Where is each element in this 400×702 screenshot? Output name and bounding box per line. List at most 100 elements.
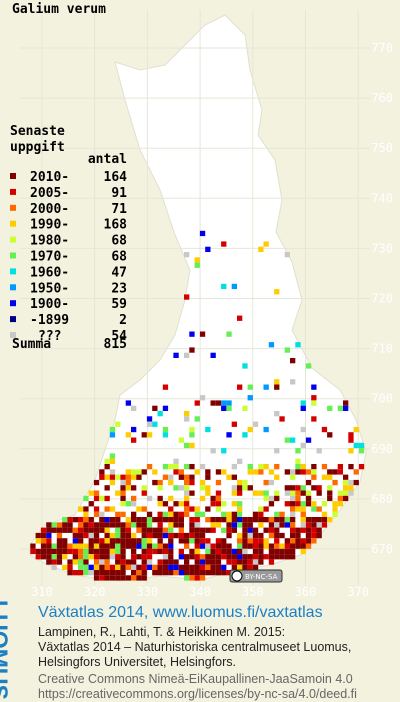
cell xyxy=(184,554,190,560)
badge-text: BY-NC-SA xyxy=(245,573,278,581)
legend-count: 54 xyxy=(111,329,127,344)
cell xyxy=(327,490,333,496)
cell xyxy=(120,564,126,570)
cell xyxy=(146,564,153,570)
cell xyxy=(93,559,100,565)
cell xyxy=(67,570,73,576)
cell xyxy=(194,554,200,560)
cell xyxy=(99,575,105,581)
cell xyxy=(279,548,285,555)
cell xyxy=(247,464,253,470)
legend-swatch xyxy=(10,204,16,211)
cell xyxy=(305,538,312,544)
legend-swatch xyxy=(10,220,16,227)
cell xyxy=(136,538,142,544)
cell xyxy=(221,501,227,507)
cell xyxy=(173,485,179,491)
legend-label: ??? xyxy=(38,329,61,344)
cell xyxy=(104,570,110,576)
cell xyxy=(337,501,343,507)
cell xyxy=(152,469,158,475)
cell xyxy=(247,395,253,401)
cell xyxy=(189,564,195,570)
legend-count: 68 xyxy=(111,250,127,265)
cell xyxy=(321,464,328,470)
cell xyxy=(221,527,227,533)
cell xyxy=(62,538,68,544)
cell xyxy=(321,501,328,507)
cell xyxy=(162,405,169,411)
cell xyxy=(40,538,47,544)
cell xyxy=(199,570,206,576)
cell xyxy=(56,532,63,539)
legend-heading: uppgift xyxy=(10,140,65,155)
cell xyxy=(337,464,343,470)
cell xyxy=(311,532,317,539)
cell xyxy=(78,532,84,539)
cell xyxy=(258,511,264,517)
legend-label: 2010- xyxy=(30,170,69,185)
cell xyxy=(141,506,147,512)
cell xyxy=(252,543,259,549)
cell xyxy=(99,474,105,480)
cell xyxy=(99,517,105,523)
cell xyxy=(358,448,365,454)
cell xyxy=(40,527,47,533)
cell xyxy=(221,283,227,290)
cell xyxy=(173,517,179,523)
legend-heading: Senaste xyxy=(10,124,65,139)
cell xyxy=(131,511,137,517)
cell xyxy=(258,246,264,252)
cell xyxy=(348,437,354,443)
cell xyxy=(83,554,89,560)
cell xyxy=(120,559,126,565)
cell xyxy=(178,485,184,491)
cell xyxy=(300,464,306,470)
cell xyxy=(300,538,306,544)
cell xyxy=(104,474,110,480)
cell xyxy=(46,548,52,555)
cell xyxy=(194,538,200,544)
legend-count: 68 xyxy=(111,234,127,249)
cell xyxy=(226,511,232,517)
cell xyxy=(300,400,306,406)
cell xyxy=(35,548,41,555)
cell xyxy=(189,442,195,449)
cell xyxy=(268,479,275,486)
cell xyxy=(72,554,78,560)
cell xyxy=(136,527,142,533)
cell xyxy=(67,548,73,555)
cell xyxy=(56,548,63,555)
cell xyxy=(189,331,195,337)
cell xyxy=(72,527,78,533)
cell xyxy=(115,517,121,523)
cell xyxy=(327,495,333,502)
cell xyxy=(146,421,153,427)
cell xyxy=(242,479,248,486)
cell xyxy=(62,564,68,570)
cell xyxy=(194,517,200,523)
cell xyxy=(300,543,306,549)
cell xyxy=(290,469,296,475)
cell xyxy=(205,570,211,576)
cell xyxy=(231,517,237,523)
cell xyxy=(168,554,174,560)
cell xyxy=(215,554,222,560)
cell xyxy=(237,538,243,544)
cell xyxy=(215,517,222,523)
cell xyxy=(194,532,200,539)
cell xyxy=(221,400,227,406)
cell xyxy=(184,294,190,300)
cell xyxy=(109,432,116,438)
cell xyxy=(109,570,116,576)
cell xyxy=(131,495,137,502)
cell xyxy=(321,517,328,523)
total-count: 815 xyxy=(104,337,127,352)
cell xyxy=(136,474,142,480)
cell xyxy=(178,548,184,555)
cell xyxy=(268,554,275,560)
cell xyxy=(263,517,269,523)
cell xyxy=(268,543,275,549)
cell xyxy=(83,511,89,517)
cell xyxy=(210,570,216,576)
